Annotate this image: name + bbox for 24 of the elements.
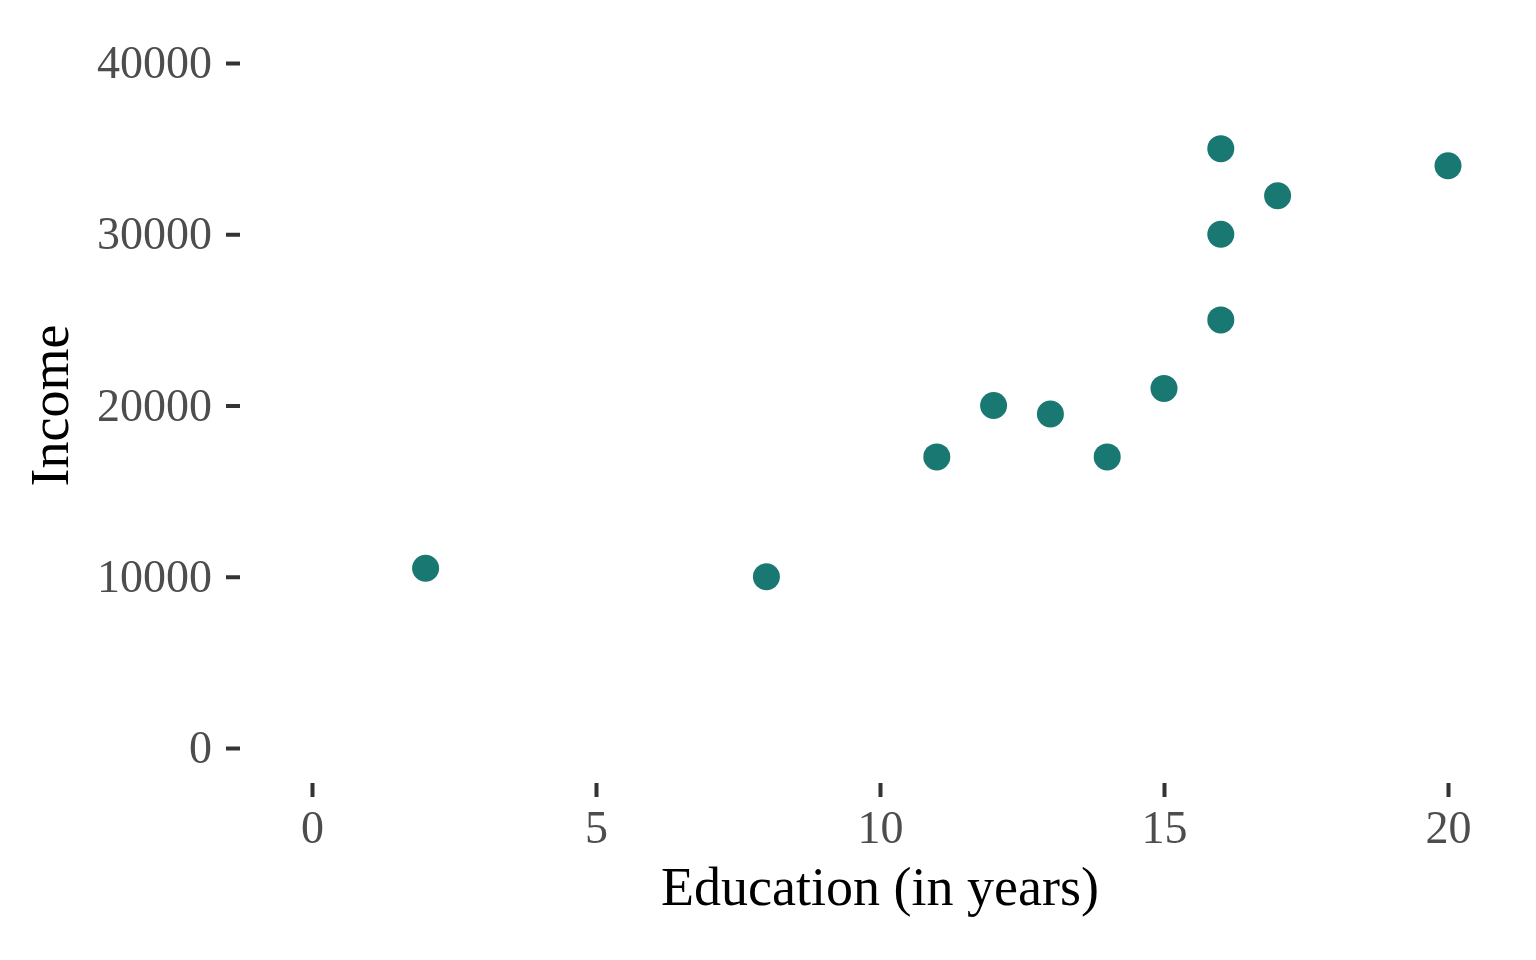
point bbox=[412, 554, 440, 582]
y-tick-label: 0 bbox=[189, 722, 212, 774]
y-tick-label: 40000 bbox=[97, 37, 212, 89]
y-tick-label: 10000 bbox=[97, 550, 212, 602]
point bbox=[1207, 220, 1235, 248]
point bbox=[752, 563, 780, 591]
point bbox=[1207, 306, 1235, 334]
x-axis-title: Education (in years) bbox=[661, 857, 1099, 917]
y-tick-label: 30000 bbox=[97, 208, 212, 260]
point bbox=[1150, 374, 1178, 402]
point bbox=[980, 392, 1008, 419]
point bbox=[1264, 182, 1292, 210]
x-tick-label: 5 bbox=[585, 801, 608, 853]
x-tick-label: 10 bbox=[857, 801, 904, 853]
point bbox=[1093, 443, 1121, 471]
point bbox=[1036, 400, 1064, 428]
x-tick-label: 20 bbox=[1425, 801, 1472, 853]
point bbox=[1207, 135, 1235, 163]
x-tick-label: 15 bbox=[1141, 801, 1188, 853]
y-tick-label: 20000 bbox=[97, 379, 212, 431]
point bbox=[1434, 152, 1462, 180]
point bbox=[923, 443, 951, 471]
x-tick-label: 0 bbox=[301, 801, 324, 853]
y-axis-title: Income bbox=[20, 324, 80, 487]
